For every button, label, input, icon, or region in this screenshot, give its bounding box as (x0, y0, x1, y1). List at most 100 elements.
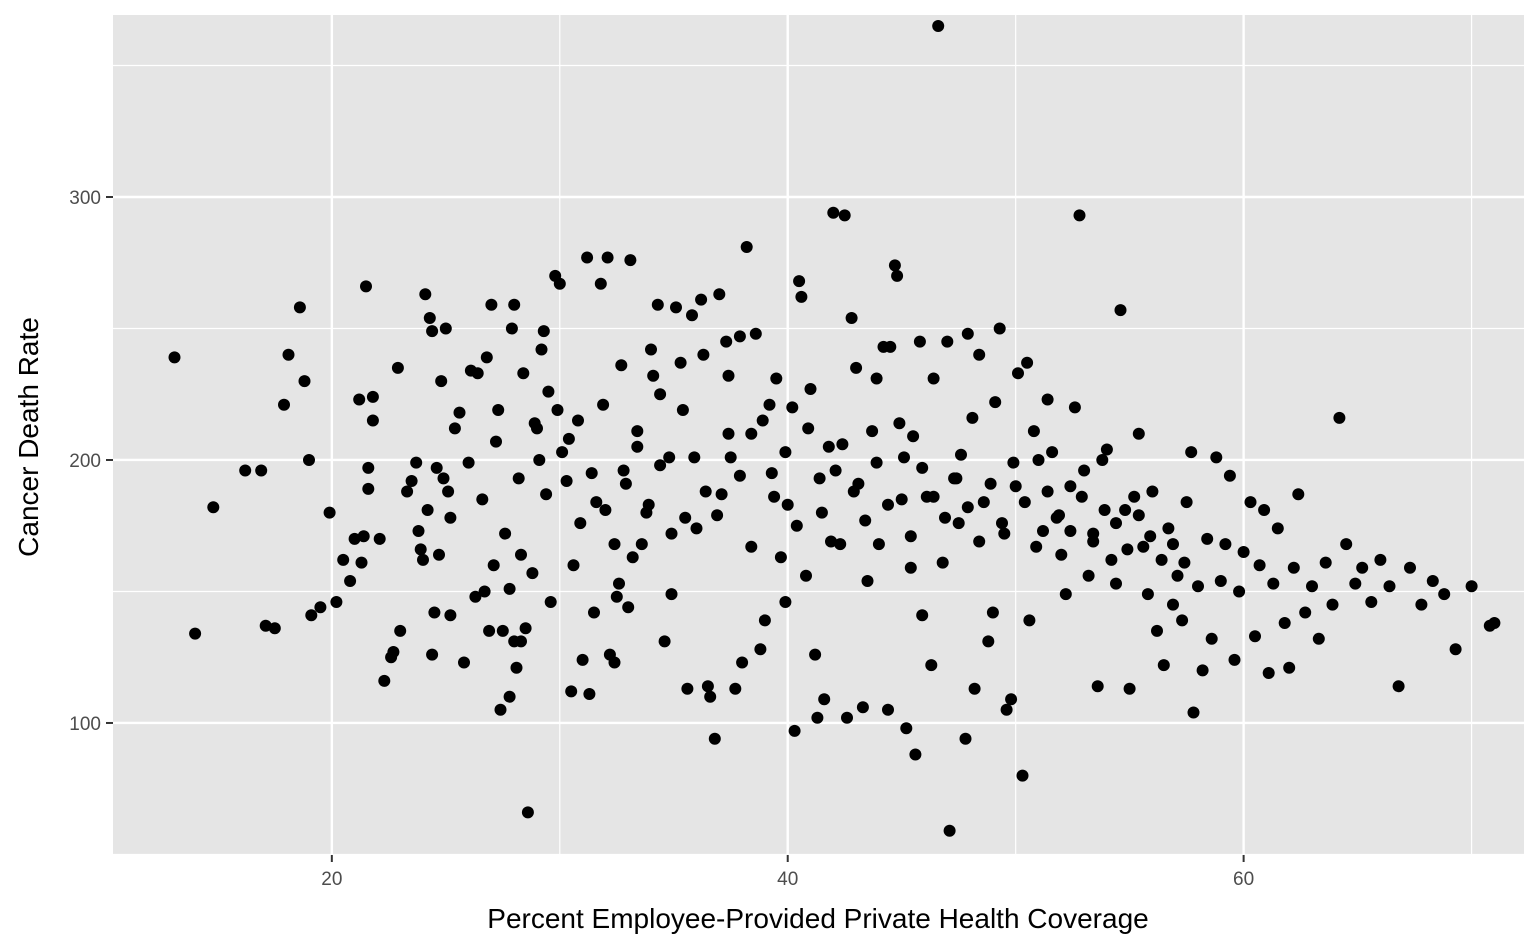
data-point (651, 298, 664, 311)
data-point (353, 393, 366, 406)
data-point (859, 514, 872, 527)
data-point (556, 446, 569, 459)
data-point (1219, 538, 1232, 551)
data-point (704, 690, 717, 703)
data-point (904, 530, 917, 543)
data-point (882, 703, 894, 716)
data-point (1392, 680, 1405, 693)
x-axis-title: Percent Employee-Provided Private Health… (487, 903, 1148, 934)
data-point (508, 298, 521, 311)
data-point (850, 361, 863, 374)
data-point (845, 312, 858, 324)
data-point (478, 585, 491, 598)
data-point (540, 488, 553, 501)
data-point (1155, 553, 1168, 566)
data-point (1053, 509, 1065, 522)
data-point (1176, 614, 1189, 627)
data-point (494, 703, 507, 716)
data-point (838, 209, 851, 222)
data-point (916, 461, 929, 474)
data-point (927, 372, 940, 385)
data-point (1319, 556, 1332, 569)
data-point (973, 535, 986, 548)
data-point (834, 538, 847, 551)
data-point (239, 464, 252, 477)
data-point (1205, 632, 1218, 645)
data-point (793, 275, 806, 288)
data-point (966, 411, 979, 424)
data-point (781, 498, 794, 511)
data-point (939, 511, 951, 524)
data-point (282, 348, 295, 361)
data-point (1333, 411, 1346, 424)
data-point (1306, 580, 1318, 593)
data-point (553, 277, 566, 290)
data-point (642, 498, 655, 511)
data-point (909, 748, 922, 761)
data-point (613, 577, 625, 590)
data-point (581, 251, 594, 264)
data-point (1064, 480, 1077, 493)
data-point (847, 485, 860, 498)
data-point (1356, 561, 1369, 574)
data-point (1078, 464, 1091, 477)
data-point (1292, 488, 1305, 501)
data-point (360, 280, 372, 293)
data-point (1075, 490, 1088, 503)
data-point (1016, 769, 1029, 782)
data-point (654, 459, 667, 472)
data-point (1100, 443, 1113, 456)
data-point (647, 369, 660, 382)
data-point (357, 530, 370, 543)
data-point (624, 254, 637, 267)
data-point (458, 656, 470, 669)
data-point (619, 477, 632, 490)
data-point (1087, 535, 1100, 548)
data-point (1068, 401, 1081, 414)
data-point (1119, 504, 1132, 516)
data-point (535, 343, 548, 356)
data-point (1312, 632, 1325, 645)
data-point (1021, 356, 1034, 369)
data-point (323, 506, 336, 519)
data-point (968, 682, 981, 695)
data-point (1178, 556, 1191, 569)
data-point (740, 241, 753, 253)
data-point (1110, 517, 1122, 530)
data-point (688, 451, 701, 464)
data-point (770, 372, 783, 385)
data-point (984, 477, 997, 490)
data-point (1037, 525, 1049, 537)
data-point (560, 475, 573, 487)
data-point (943, 824, 956, 837)
data-point (658, 635, 671, 648)
data-point (870, 372, 883, 385)
data-point (800, 569, 812, 582)
data-point (1167, 538, 1179, 551)
data-point (608, 538, 621, 551)
data-point (1438, 588, 1451, 601)
data-point (1000, 703, 1013, 716)
major-gridlines (113, 15, 1524, 855)
data-point (1267, 577, 1280, 590)
data-point (936, 556, 949, 569)
data-point (1055, 548, 1068, 561)
data-point (961, 501, 974, 514)
data-point (439, 322, 452, 335)
data-point (1196, 664, 1209, 677)
data-point (884, 340, 897, 353)
data-point (913, 335, 926, 348)
data-point (1365, 596, 1378, 608)
data-point (1167, 598, 1179, 611)
data-point (542, 385, 555, 398)
data-point (900, 722, 913, 735)
data-point (298, 375, 311, 388)
data-point (476, 493, 489, 506)
data-point (366, 390, 379, 403)
data-point (1262, 667, 1275, 679)
data-point (615, 359, 628, 372)
data-point (1030, 540, 1043, 553)
data-point (373, 532, 386, 545)
data-point (435, 375, 448, 388)
